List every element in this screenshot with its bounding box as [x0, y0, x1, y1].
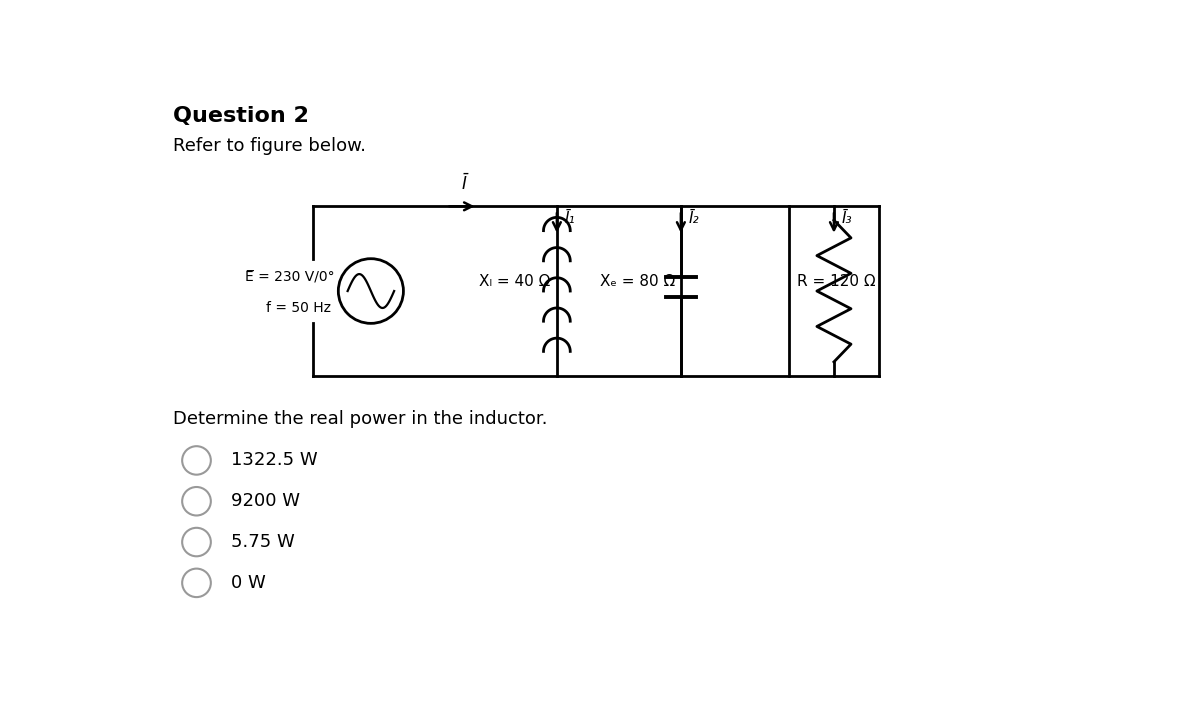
Text: Ī₃: Ī₃: [841, 211, 852, 226]
Text: 5.75 W: 5.75 W: [232, 533, 295, 551]
Text: f = 50 Hz: f = 50 Hz: [266, 301, 331, 315]
Text: Xₗ = 40 Ω: Xₗ = 40 Ω: [479, 274, 551, 289]
Text: Ī₁: Ī₁: [565, 211, 575, 226]
Text: 1322.5 W: 1322.5 W: [232, 451, 318, 469]
Text: E̅ = 230 V/0°: E̅ = 230 V/0°: [245, 271, 335, 285]
Text: Ī₂: Ī₂: [689, 211, 700, 226]
Text: Xₑ = 80 Ω: Xₑ = 80 Ω: [600, 274, 674, 289]
Text: Ī: Ī: [462, 175, 467, 193]
Text: R = 120 Ω: R = 120 Ω: [797, 274, 876, 289]
Text: Question 2: Question 2: [173, 106, 310, 126]
Text: 0 W: 0 W: [232, 574, 266, 592]
Text: 9200 W: 9200 W: [232, 492, 300, 511]
Text: Determine the real power in the inductor.: Determine the real power in the inductor…: [173, 410, 547, 429]
Text: Refer to figure below.: Refer to figure below.: [173, 137, 366, 155]
